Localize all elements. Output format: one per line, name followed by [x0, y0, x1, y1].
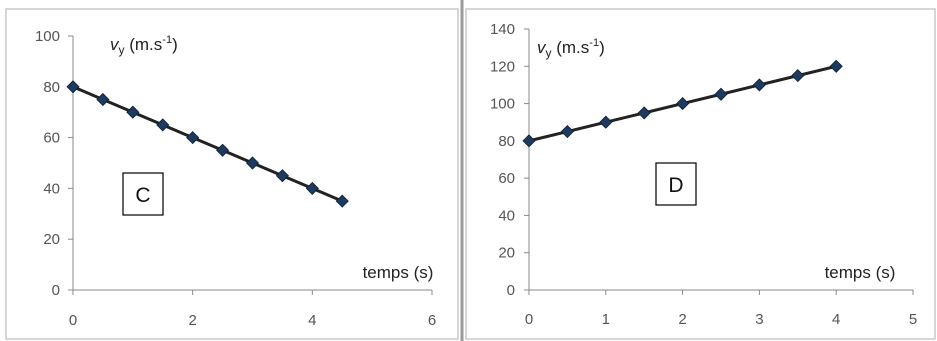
x-tick-label: 4 — [308, 312, 316, 329]
x-tick-label: 3 — [755, 311, 763, 328]
y-label-unit-close: ) — [172, 35, 178, 54]
data-point — [791, 69, 805, 83]
x-axis-label: temps (s) — [825, 263, 896, 282]
x-tick-label: 0 — [69, 312, 77, 329]
x-tick-label: 6 — [428, 312, 436, 329]
y-tick-label: 120 — [490, 58, 515, 75]
data-point — [752, 78, 766, 92]
y-label-subscript: y — [546, 46, 552, 60]
y-tick-label: 20 — [498, 245, 515, 262]
data-point — [335, 194, 349, 208]
data-point — [96, 92, 110, 107]
data-point — [714, 87, 728, 101]
data-point — [245, 156, 260, 170]
y-tick-label: 0 — [52, 282, 60, 299]
panel-label-box — [655, 162, 697, 206]
chart-c: 0 20 40 60 80 100 0 2 4 6 vy (m.s-1) temps (s) C — [35, 28, 436, 329]
y-tick-label: 40 — [498, 207, 515, 224]
data-point — [637, 106, 651, 120]
series-line — [72, 85, 343, 203]
y-tick-label: 20 — [43, 231, 60, 248]
y-tick-label: 0 — [507, 282, 515, 299]
data-point — [676, 97, 690, 111]
x-tick-label: 5 — [909, 311, 917, 328]
data-point — [66, 80, 80, 94]
y-tick-label: 80 — [498, 133, 515, 150]
y-axis-label: vy (m.s-1) — [537, 37, 605, 60]
x-tick-label: 0 — [525, 311, 533, 328]
y-tick-label: 60 — [43, 130, 60, 147]
x-tick-label: 2 — [188, 312, 196, 329]
y-tick-label: 100 — [35, 28, 60, 45]
chart-d-frame — [465, 8, 936, 340]
y-label-unit: (m.s — [552, 38, 590, 57]
data-point — [216, 143, 230, 157]
y-label-unit-close: ) — [599, 38, 605, 57]
y-label-variable: v — [537, 38, 547, 57]
data-point — [305, 181, 319, 195]
y-tick-label: 40 — [43, 180, 60, 197]
x-tick-label: 1 — [602, 311, 610, 328]
chart-d: 0 20 40 60 80 100 120 140 0 1 2 3 4 5 vy (m.s-1) temps … — [490, 21, 917, 328]
panel-label-box — [122, 172, 164, 216]
data-point — [560, 124, 574, 139]
chart-c-frame — [5, 8, 459, 340]
x-tick-label: 2 — [678, 311, 686, 328]
y-tick-label: 80 — [43, 79, 60, 96]
y-label-subscript: y — [119, 43, 125, 57]
y-tick-label: 60 — [498, 170, 515, 187]
data-point — [599, 115, 613, 129]
y-tick-label: 140 — [490, 21, 515, 38]
data-point — [522, 134, 536, 148]
y-axis-label: vy (m.s-1) — [110, 34, 178, 57]
data-point — [829, 59, 843, 73]
y-tick-label: 100 — [490, 96, 515, 113]
data-point — [126, 105, 140, 119]
panel-label: C — [135, 184, 150, 207]
y-label-superscript: -1 — [162, 34, 172, 46]
x-axis-label: temps (s) — [363, 263, 434, 282]
data-point — [156, 118, 170, 132]
panel-label: D — [668, 174, 683, 197]
y-label-unit: (m.s — [125, 35, 163, 54]
y-label-superscript: -1 — [589, 37, 599, 49]
x-tick-label: 4 — [832, 311, 840, 328]
data-point — [186, 131, 200, 145]
y-label-variable: v — [110, 35, 120, 54]
data-point — [275, 169, 289, 183]
